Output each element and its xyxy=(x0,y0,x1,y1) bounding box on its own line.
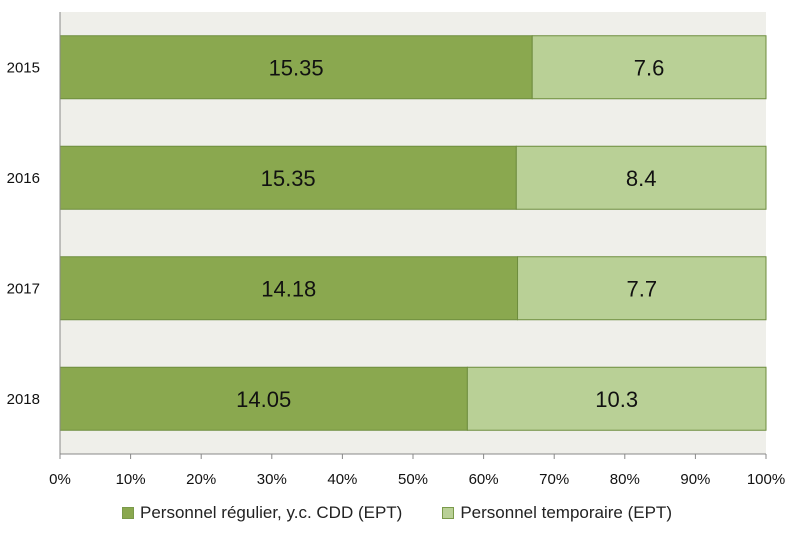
legend-label-temporary: Personnel temporaire (EPT) xyxy=(460,503,672,522)
x-tick-label-0: 0% xyxy=(49,471,71,488)
data-label-2016-series-1: 8.4 xyxy=(626,166,657,191)
bar-2017-series-0 xyxy=(59,256,519,321)
x-tick-label-4: 40% xyxy=(327,471,357,488)
legend-label-regular: Personnel régulier, y.c. CDD (EPT) xyxy=(140,503,403,522)
legend-swatch-temporary xyxy=(442,507,455,519)
x-tick-label-9: 90% xyxy=(680,471,710,488)
x-tick-label-3: 30% xyxy=(257,471,287,488)
x-tick-label-6: 60% xyxy=(469,471,499,488)
y-tick-label-2015: 2015 xyxy=(7,59,40,76)
data-label-2018-series-1: 10.3 xyxy=(595,387,638,412)
bar-2016-series-1 xyxy=(515,145,767,210)
bar-2018-series-1 xyxy=(466,366,767,431)
y-tick-label-2018: 2018 xyxy=(7,391,40,408)
bar-2015-series-1 xyxy=(531,35,767,100)
legend-item-regular: Personnel régulier, y.c. CDD (EPT) xyxy=(122,503,402,523)
data-label-2015-series-0: 15.35 xyxy=(269,55,324,80)
data-label-2015-series-1: 7.6 xyxy=(634,55,665,80)
bar-2017-series-1 xyxy=(517,256,767,321)
bar-2016-series-0 xyxy=(59,145,517,210)
data-label-2017-series-0: 14.18 xyxy=(261,276,316,301)
bar-2018-series-0 xyxy=(59,366,468,431)
legend-swatch-regular xyxy=(122,507,135,519)
x-tick-label-8: 80% xyxy=(610,471,640,488)
x-tick-label-10: 100% xyxy=(747,471,785,488)
data-label-2018-series-0: 14.05 xyxy=(236,387,291,412)
x-tick-label-1: 10% xyxy=(116,471,146,488)
data-label-2017-series-1: 7.7 xyxy=(626,276,657,301)
legend-item-temporary: Personnel temporaire (EPT) xyxy=(442,503,672,523)
y-tick-label-2016: 2016 xyxy=(7,170,40,187)
y-tick-label-2017: 2017 xyxy=(7,280,40,297)
data-label-2016-series-0: 15.35 xyxy=(261,166,316,191)
x-tick-label-7: 70% xyxy=(539,471,569,488)
x-tick-label-2: 20% xyxy=(186,471,216,488)
bar-2015-series-0 xyxy=(59,35,533,100)
x-tick-label-5: 50% xyxy=(398,471,428,488)
legend: Personnel régulier, y.c. CDD (EPT) Perso… xyxy=(0,501,794,525)
